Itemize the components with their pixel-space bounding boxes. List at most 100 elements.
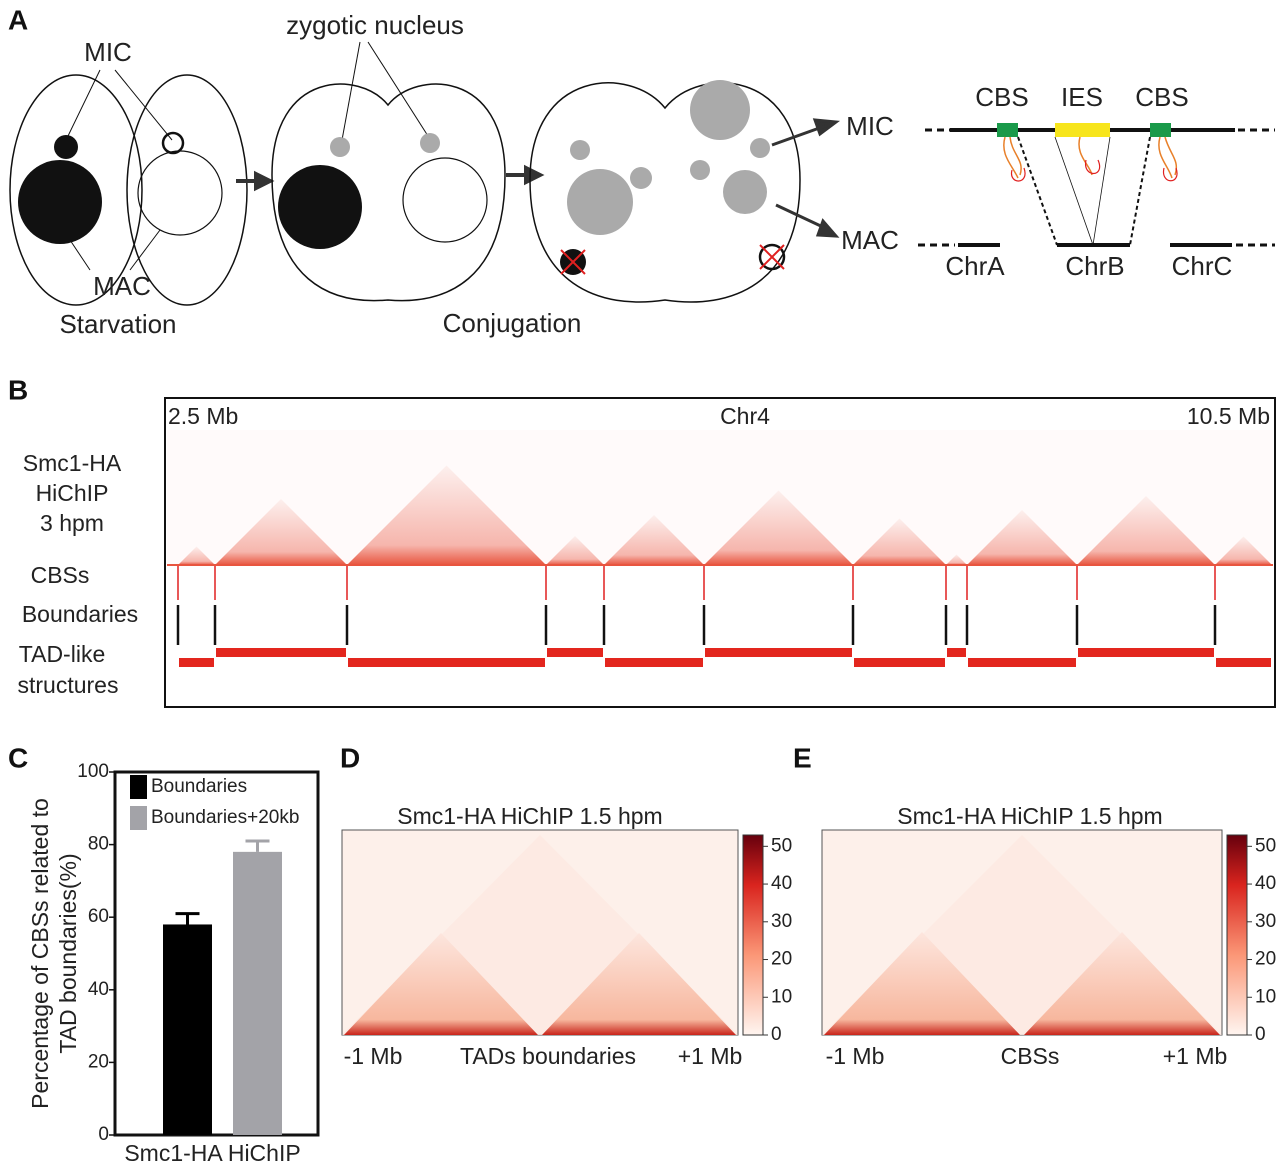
tad-triangle bbox=[704, 490, 853, 565]
zygotic-nucleus bbox=[420, 133, 440, 153]
label: zygotic nucleus bbox=[286, 10, 464, 40]
tad-bar bbox=[947, 648, 966, 657]
label: HiChIP bbox=[36, 480, 109, 506]
arrow bbox=[506, 164, 545, 186]
tad-bar bbox=[547, 648, 603, 657]
nuclei bbox=[567, 80, 770, 235]
panel-label: B bbox=[8, 374, 28, 405]
y-tick-label: 100 bbox=[77, 761, 109, 782]
label: CBS bbox=[975, 82, 1028, 112]
y-axis-label: TAD boundaries(%) bbox=[55, 853, 81, 1053]
colorbar-label: 10 bbox=[1255, 986, 1276, 1007]
tad-bar bbox=[216, 648, 346, 657]
tad-bar bbox=[605, 658, 703, 667]
tad-triangle bbox=[946, 554, 967, 565]
tracks bbox=[167, 430, 1273, 667]
colorbar-label: 30 bbox=[1255, 911, 1276, 932]
legend-label: Boundaries+20kb bbox=[151, 807, 299, 828]
colorbar-label: 20 bbox=[1255, 949, 1276, 970]
legend-swatch bbox=[130, 806, 147, 830]
tad-triangle bbox=[1077, 496, 1215, 565]
y-tick-label: 0 bbox=[98, 1124, 109, 1145]
colorbar bbox=[1226, 834, 1248, 1036]
mac-nucleus bbox=[402, 157, 488, 243]
colorbar-label: 40 bbox=[771, 873, 792, 894]
ies-diagram bbox=[918, 123, 1275, 247]
heatmap-title: Smc1-HA HiChIP 1.5 hpm bbox=[397, 803, 662, 829]
mac-nucleus bbox=[278, 165, 362, 249]
heatmap-background bbox=[167, 430, 1273, 565]
cell-pair bbox=[529, 82, 801, 303]
arrow bbox=[771, 118, 841, 147]
arrow bbox=[775, 203, 840, 238]
heatmap-title: Smc1-HA HiChIP 1.5 hpm bbox=[897, 803, 1162, 829]
label: MAC bbox=[93, 271, 151, 301]
colorbar-label: 0 bbox=[1255, 1024, 1266, 1045]
label: structures bbox=[18, 672, 119, 698]
error-bar bbox=[175, 912, 200, 925]
tad-bar bbox=[854, 658, 945, 667]
heatmaps: 0 10 20 30 40 50 0 10 20 30 40 50 bbox=[341, 829, 1276, 1045]
label: +1 Mb bbox=[678, 1043, 743, 1069]
label: 2.5 Mb bbox=[168, 403, 238, 429]
label: ChrB bbox=[1065, 251, 1124, 281]
bar-chart: 0 20 40 60 80 100 Percentage of CBSs related t… bbox=[27, 761, 320, 1166]
pointer-lines bbox=[67, 41, 429, 271]
mac-nucleus bbox=[18, 160, 102, 244]
label: +1 Mb bbox=[1163, 1043, 1228, 1069]
label: CBSs bbox=[1001, 1043, 1060, 1069]
tad-bar bbox=[1216, 658, 1271, 667]
y-tick-label: 40 bbox=[88, 979, 109, 1000]
label: -1 Mb bbox=[344, 1043, 403, 1069]
tad-triangle bbox=[546, 536, 604, 565]
label: Conjugation bbox=[443, 308, 582, 338]
y-tick-label: 20 bbox=[88, 1051, 109, 1072]
label: Chr4 bbox=[720, 403, 770, 429]
panel-label: C bbox=[8, 742, 28, 773]
error-bar bbox=[245, 839, 270, 852]
colorbar-label: 50 bbox=[771, 835, 792, 856]
mac-nucleus bbox=[137, 150, 223, 236]
label: -1 Mb bbox=[826, 1043, 885, 1069]
label: Smc1-HA bbox=[23, 450, 122, 476]
label: ChrA bbox=[945, 251, 1005, 281]
tad-triangle bbox=[347, 465, 546, 565]
legend-label: Boundaries bbox=[151, 776, 247, 797]
cell-pair bbox=[271, 83, 506, 302]
tad-triangle bbox=[853, 518, 946, 565]
label: CBSs bbox=[31, 562, 90, 588]
heatmap-domain bbox=[1024, 932, 1220, 1035]
panel-label: A bbox=[8, 4, 28, 35]
label: ChrC bbox=[1172, 251, 1233, 281]
degraded-nucleus bbox=[758, 243, 786, 271]
plot-frame bbox=[113, 770, 320, 1137]
tad-triangle bbox=[178, 546, 215, 565]
tad-triangle bbox=[215, 499, 347, 565]
label: CBS bbox=[1135, 82, 1188, 112]
zygotic-nucleus bbox=[330, 137, 350, 157]
colorbar bbox=[742, 834, 764, 1036]
label: MIC bbox=[84, 37, 132, 67]
label: Boundaries bbox=[22, 601, 138, 627]
arrow bbox=[236, 170, 275, 192]
tad-triangle bbox=[604, 515, 704, 565]
heatmap-domain bbox=[542, 933, 736, 1035]
colorbar-label: 0 bbox=[771, 1024, 782, 1045]
bar bbox=[233, 851, 282, 1135]
label: Starvation bbox=[59, 309, 176, 339]
panel-label: E bbox=[793, 742, 812, 773]
mic-nucleus bbox=[161, 131, 185, 155]
colorbar-label: 20 bbox=[771, 949, 792, 970]
tad-triangle bbox=[1215, 536, 1272, 565]
cells-starvation bbox=[9, 74, 248, 306]
mic-nucleus bbox=[54, 135, 78, 159]
x-tick-label: Smc1-HA HiChIP bbox=[124, 1140, 300, 1166]
label: 3 hpm bbox=[40, 510, 104, 536]
heatmap-domain bbox=[824, 932, 1020, 1035]
tad-bar bbox=[1078, 648, 1214, 657]
label: TAD-like bbox=[19, 641, 105, 667]
tad-bar bbox=[348, 658, 545, 667]
colorbar-label: 30 bbox=[771, 911, 792, 932]
y-tick-label: 80 bbox=[88, 834, 109, 855]
